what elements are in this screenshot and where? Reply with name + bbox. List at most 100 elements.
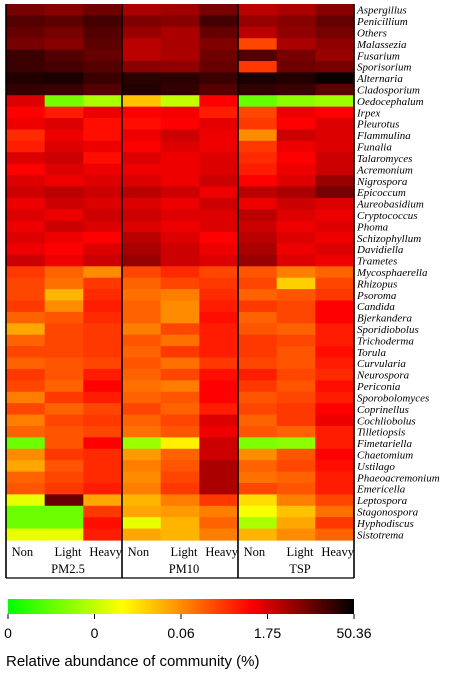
heatmap-cell [6, 391, 46, 404]
heatmap-cell [122, 494, 162, 507]
heatmap-cell [160, 197, 200, 210]
heatmap-cell [276, 186, 316, 199]
heatmap-cell [238, 346, 278, 359]
heatmap-cell [83, 460, 123, 473]
heatmap-cell [276, 311, 316, 324]
heatmap-cell [276, 460, 316, 473]
heatmap-cell [315, 83, 355, 96]
heatmap-cell [160, 140, 200, 153]
heatmap-cell [44, 232, 84, 245]
row-label: Pleurotus [356, 119, 399, 131]
heatmap-cell [276, 129, 316, 142]
heatmap-cell [160, 61, 200, 74]
heatmap-cell [6, 72, 46, 85]
heatmap-cell [238, 323, 278, 336]
heatmap-cell [83, 425, 123, 438]
scale-tick-label: 1.75 [254, 625, 281, 641]
heatmap-cell [160, 38, 200, 51]
heatmap-cell [122, 460, 162, 473]
heatmap-cell [160, 380, 200, 393]
heatmap-cell [83, 232, 123, 245]
heatmap-cell [122, 186, 162, 199]
heatmap-cell [83, 118, 123, 131]
row-label: Aspergillus [356, 5, 407, 17]
heatmap-cell [160, 163, 200, 176]
heatmap-cell [122, 528, 162, 541]
heatmap-cell [44, 254, 84, 267]
heatmap-cell [6, 15, 46, 28]
row-label: Neurospora [356, 370, 410, 382]
heatmap-cell [199, 26, 239, 39]
heatmap-cell [160, 494, 200, 507]
heatmap-cell [199, 334, 239, 347]
heatmap-cell [44, 209, 84, 222]
heatmap-cell [6, 152, 46, 165]
heatmap-cell [276, 266, 316, 279]
heatmap-cell [83, 494, 123, 507]
heatmap-cell [276, 334, 316, 347]
heatmap-cell [315, 380, 355, 393]
heatmap-cell [122, 277, 162, 290]
heatmap-cell [6, 61, 46, 74]
heatmap-cell [315, 448, 355, 461]
heatmap-cell [238, 380, 278, 393]
heatmap-cell [6, 4, 46, 16]
heatmap-cell [238, 311, 278, 324]
row-label: Malassezia [356, 39, 407, 51]
heatmap-cell [44, 266, 84, 279]
group-label: TSP [289, 562, 311, 576]
heatmap-cell [83, 528, 123, 541]
row-label: Cladosporium [357, 85, 420, 97]
heatmap-cell [238, 403, 278, 416]
heatmap-cell [199, 254, 239, 267]
heatmap-cell [83, 289, 123, 302]
heatmap-cell [83, 311, 123, 324]
heatmap-cell [83, 61, 123, 74]
heatmap-cell [199, 517, 239, 530]
row-label: Leptospora [356, 495, 408, 507]
heatmap-cell [83, 220, 123, 233]
heatmap-cell [44, 243, 84, 256]
row-label: Alternaria [356, 73, 403, 85]
heatmap-cell [44, 460, 84, 473]
heatmap-cell [44, 517, 84, 530]
heatmap-cell [6, 448, 46, 461]
heatmap-cell [44, 311, 84, 324]
heatmap-cell [122, 106, 162, 119]
heatmap-cell [6, 38, 46, 51]
heatmap-cell [199, 505, 239, 518]
heatmap-cell [6, 517, 46, 530]
heatmap-cell [44, 106, 84, 119]
heatmap-cell [315, 243, 355, 256]
heatmap-cell [199, 414, 239, 427]
heatmap-cell [122, 391, 162, 404]
heatmap-cell [315, 494, 355, 507]
heatmap-cell [160, 266, 200, 279]
heatmap-cell [276, 380, 316, 393]
heatmap-cell [83, 49, 123, 62]
heatmap-cell [44, 528, 84, 541]
heatmap-cell [199, 380, 239, 393]
heatmap-cell [238, 357, 278, 370]
heatmap-cell [315, 140, 355, 153]
row-label: Sistotrema [357, 529, 404, 541]
heatmap-cell [276, 118, 316, 131]
heatmap-cell [122, 448, 162, 461]
heatmap-cell [199, 186, 239, 199]
heatmap-cell [238, 334, 278, 347]
heatmap-cell [6, 334, 46, 347]
heatmap-cell [238, 72, 278, 85]
heatmap-cell [199, 15, 239, 28]
heatmap-cell [238, 437, 278, 450]
row-label: Candida [357, 301, 395, 313]
heatmap-cell [122, 505, 162, 518]
heatmap-cell [160, 368, 200, 381]
heatmap-cell [44, 61, 84, 74]
heatmap-cell [199, 289, 239, 302]
heatmap-cell [315, 368, 355, 381]
heatmap-cell [44, 220, 84, 233]
heatmap-cell [44, 289, 84, 302]
heatmap-cell [160, 311, 200, 324]
heatmap-cell [238, 289, 278, 302]
heatmap-cell [83, 414, 123, 427]
